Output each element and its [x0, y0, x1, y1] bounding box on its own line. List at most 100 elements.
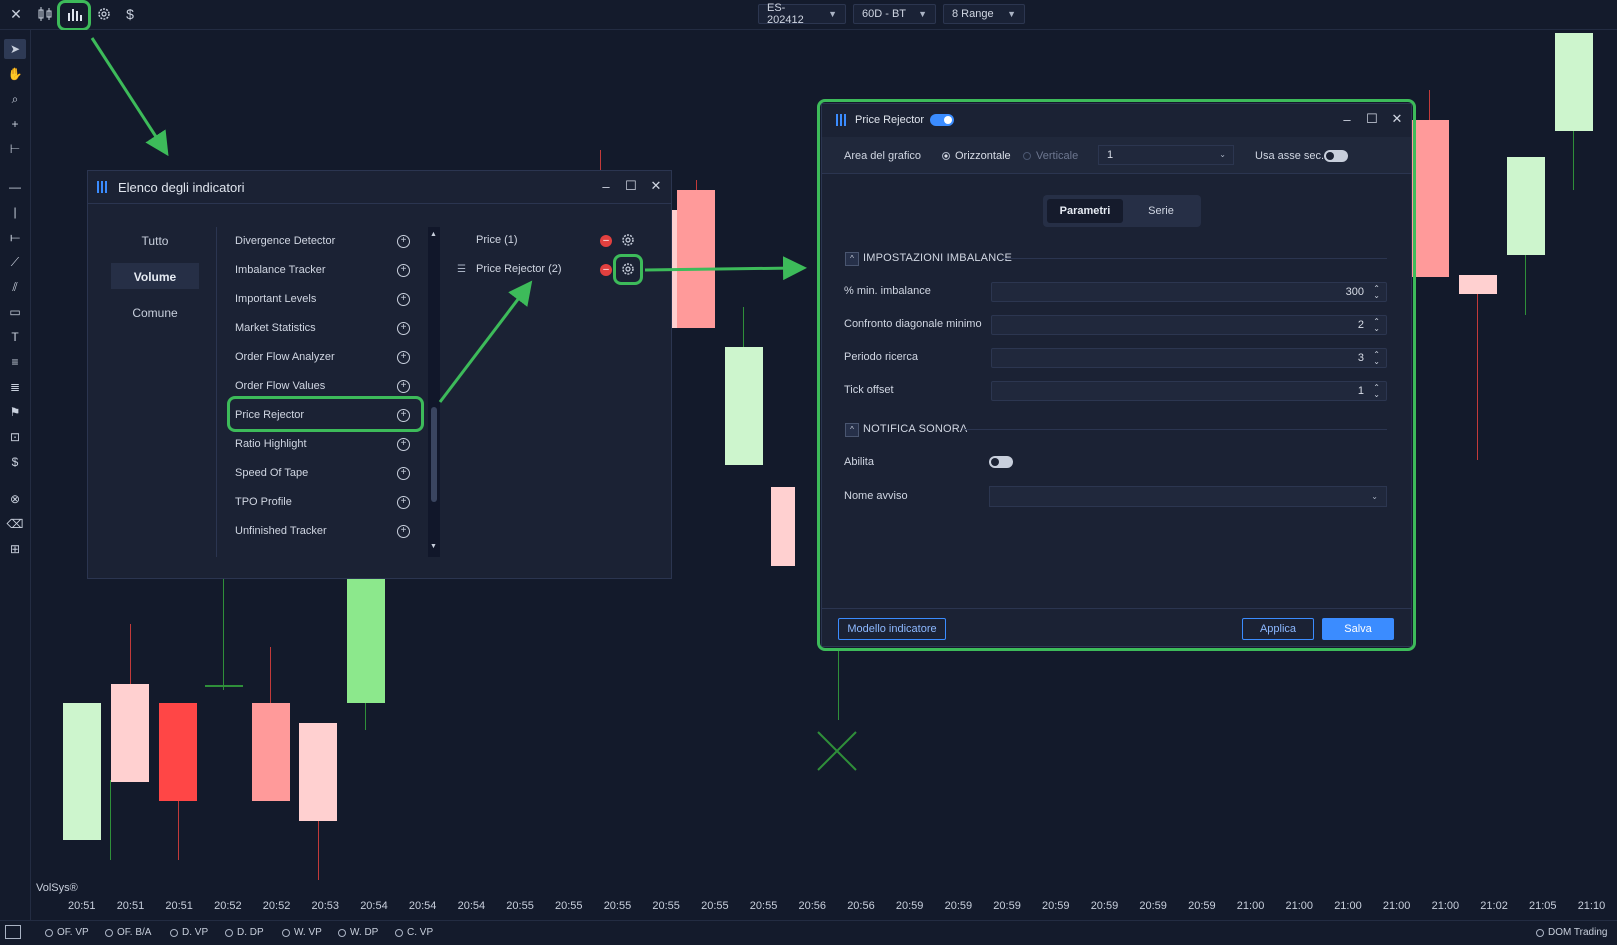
alert-name-select[interactable]: ⌄ — [989, 486, 1387, 507]
fib-icon[interactable]: ≣ — [9, 380, 21, 394]
indicator-imbalance-tracker[interactable]: Imbalance Tracker — [235, 264, 326, 276]
ray-icon[interactable]: ⟝ — [10, 229, 20, 244]
close-icon[interactable]: ✕ — [1391, 111, 1403, 126]
minimize-icon[interactable]: – — [602, 178, 610, 194]
close-icon[interactable]: ✕ — [650, 178, 662, 193]
add-indicator-icon[interactable]: + — [397, 438, 410, 451]
symbol-select[interactable]: ES-202412 ▼ — [758, 2, 846, 26]
toggle-c-vp[interactable]: C. VP — [395, 927, 433, 938]
toggle-w-dp[interactable]: W. DP — [338, 927, 378, 938]
trendline-icon[interactable]: ⟋ — [10, 254, 20, 269]
zoom-icon[interactable]: ⌕ — [11, 91, 19, 106]
toggle-d-dp[interactable]: D. DP — [225, 927, 264, 938]
gear-icon[interactable] — [621, 233, 635, 247]
add-indicator-icon[interactable]: + — [397, 409, 410, 422]
vertical-line-icon[interactable]: | — [13, 205, 17, 219]
timeframe-select[interactable]: 60D - BT ▼ — [853, 4, 936, 24]
tab-parametri[interactable]: Parametri — [1047, 199, 1123, 223]
category-tutto[interactable]: Tutto — [141, 234, 169, 248]
spinner-icon[interactable]: ⌃ ⌄ — [1373, 284, 1380, 300]
diagonal-compare-input[interactable]: 2 ⌃ ⌄ — [991, 315, 1387, 335]
add-indicator-icon[interactable]: + — [397, 235, 410, 248]
added-indicator-price[interactable]: Price (1) — [476, 234, 518, 246]
toggle-w-vp[interactable]: W. VP — [282, 927, 322, 938]
price-alert-icon[interactable]: ⊡ — [9, 430, 21, 444]
add-indicator-icon[interactable]: + — [397, 264, 410, 277]
indicator-template-button[interactable]: Modello indicatore — [838, 618, 946, 640]
toggle-of-ba[interactable]: OF. B/A — [105, 927, 151, 938]
add-indicator-icon[interactable]: + — [397, 380, 410, 393]
added-indicator-price-rejector[interactable]: Price Rejector (2) — [476, 263, 562, 275]
panel-icon[interactable] — [5, 925, 21, 939]
indicator-divergence-detector[interactable]: Divergence Detector — [235, 235, 336, 247]
save-button[interactable]: Salva — [1322, 618, 1394, 640]
gear-icon[interactable] — [91, 3, 117, 25]
add-indicator-icon[interactable]: + — [397, 525, 410, 538]
candlestick-icon[interactable] — [32, 3, 58, 25]
rectangle-icon[interactable]: ▭ — [9, 305, 21, 319]
gear-icon[interactable] — [621, 262, 635, 276]
toggle-of-vp[interactable]: OF. VP — [45, 927, 89, 938]
min-imbalance-input[interactable]: 300 ⌃ ⌄ — [991, 282, 1387, 302]
indicator-price-rejector[interactable]: Price Rejector — [235, 409, 305, 421]
minimize-icon[interactable]: – — [1343, 111, 1351, 127]
flag-icon[interactable]: ⚑ — [9, 405, 21, 419]
indicator-tpo-profile[interactable]: TPO Profile — [235, 496, 292, 508]
text-icon[interactable]: T — [11, 330, 19, 344]
add-indicator-icon[interactable]: + — [397, 467, 410, 480]
apply-button[interactable]: Applica — [1242, 618, 1314, 640]
remove-indicator-icon[interactable]: – — [600, 235, 612, 247]
eraser-icon[interactable]: ⌫ — [6, 517, 24, 531]
indicator-market-statistics[interactable]: Market Statistics — [235, 322, 316, 334]
indicator-order-flow-analyzer[interactable]: Order Flow Analyzer — [235, 351, 335, 363]
orientation-vertical[interactable]: Verticale — [1023, 150, 1078, 162]
category-volume[interactable]: Volume — [133, 270, 177, 284]
indicator-unfinished-tracker[interactable]: Unfinished Tracker — [235, 525, 327, 537]
cursor-icon[interactable]: ➤ — [4, 39, 26, 59]
scrollbar[interactable]: ▲ ▼ — [428, 227, 440, 557]
maximize-icon[interactable]: ☐ — [625, 178, 637, 193]
indicator-important-levels[interactable]: Important Levels — [235, 293, 317, 305]
channel-icon[interactable]: ⫽ — [12, 279, 18, 294]
tab-serie[interactable]: Serie — [1148, 205, 1174, 217]
close-icon[interactable]: ✕ — [10, 5, 22, 22]
tick-offset-input[interactable]: 1 ⌃ ⌄ — [991, 381, 1387, 401]
indicator-ratio-highlight[interactable]: Ratio Highlight — [235, 438, 307, 450]
toggle-d-vp[interactable]: D. VP — [170, 927, 208, 938]
range-select[interactable]: 8 Range ▼ — [943, 4, 1025, 24]
spinner-icon[interactable]: ⌃ ⌄ — [1373, 350, 1380, 366]
drag-handle-icon[interactable]: ☰ — [457, 264, 466, 275]
search-period-input[interactable]: 3 ⌃ ⌄ — [991, 348, 1387, 368]
add-indicator-icon[interactable]: + — [397, 496, 410, 509]
indicator-speed-of-tape[interactable]: Speed Of Tape — [235, 467, 309, 479]
chart-area-select[interactable]: 1 ⌄ — [1098, 145, 1234, 165]
dollar-icon[interactable]: $ — [126, 6, 134, 22]
dom-trading-toggle[interactable]: DOM Trading — [1536, 927, 1607, 938]
dollar-alert-icon[interactable]: $ — [11, 455, 19, 469]
collapse-icon[interactable]: ^ — [845, 423, 859, 437]
collapse-icon[interactable]: ^ — [845, 252, 859, 266]
lines-icon[interactable]: ≡ — [11, 355, 19, 369]
maximize-icon[interactable]: ☐ — [1366, 111, 1378, 126]
crosshair-icon[interactable]: + — [11, 117, 19, 131]
category-volume-selected[interactable] — [111, 263, 199, 289]
scroll-up-icon[interactable]: ▲ — [430, 231, 437, 238]
add-indicator-icon[interactable]: + — [397, 351, 410, 364]
add-indicator-icon[interactable]: + — [397, 322, 410, 335]
indicator-order-flow-values[interactable]: Order Flow Values — [235, 380, 326, 392]
scrollbar-thumb[interactable] — [431, 407, 437, 502]
indicators-icon[interactable] — [62, 3, 88, 25]
secondary-axis-toggle[interactable] — [1324, 150, 1348, 162]
lock-drawings-icon[interactable]: ⊞ — [9, 542, 21, 556]
spinner-icon[interactable]: ⌃ ⌄ — [1373, 383, 1380, 399]
remove-indicator-icon[interactable]: – — [600, 264, 612, 276]
orientation-horizontal[interactable]: Orizzontale — [942, 150, 1011, 162]
measure-icon[interactable]: ⊢ — [9, 142, 21, 156]
horizontal-line-icon[interactable]: — — [9, 180, 21, 194]
add-indicator-icon[interactable]: + — [397, 293, 410, 306]
spinner-icon[interactable]: ⌃ ⌄ — [1373, 317, 1380, 333]
magnet-icon[interactable]: ⊗ — [9, 492, 21, 506]
category-comune[interactable]: Comune — [132, 306, 178, 320]
indicator-enabled-toggle[interactable] — [930, 114, 954, 126]
sound-enable-toggle[interactable] — [989, 456, 1013, 468]
